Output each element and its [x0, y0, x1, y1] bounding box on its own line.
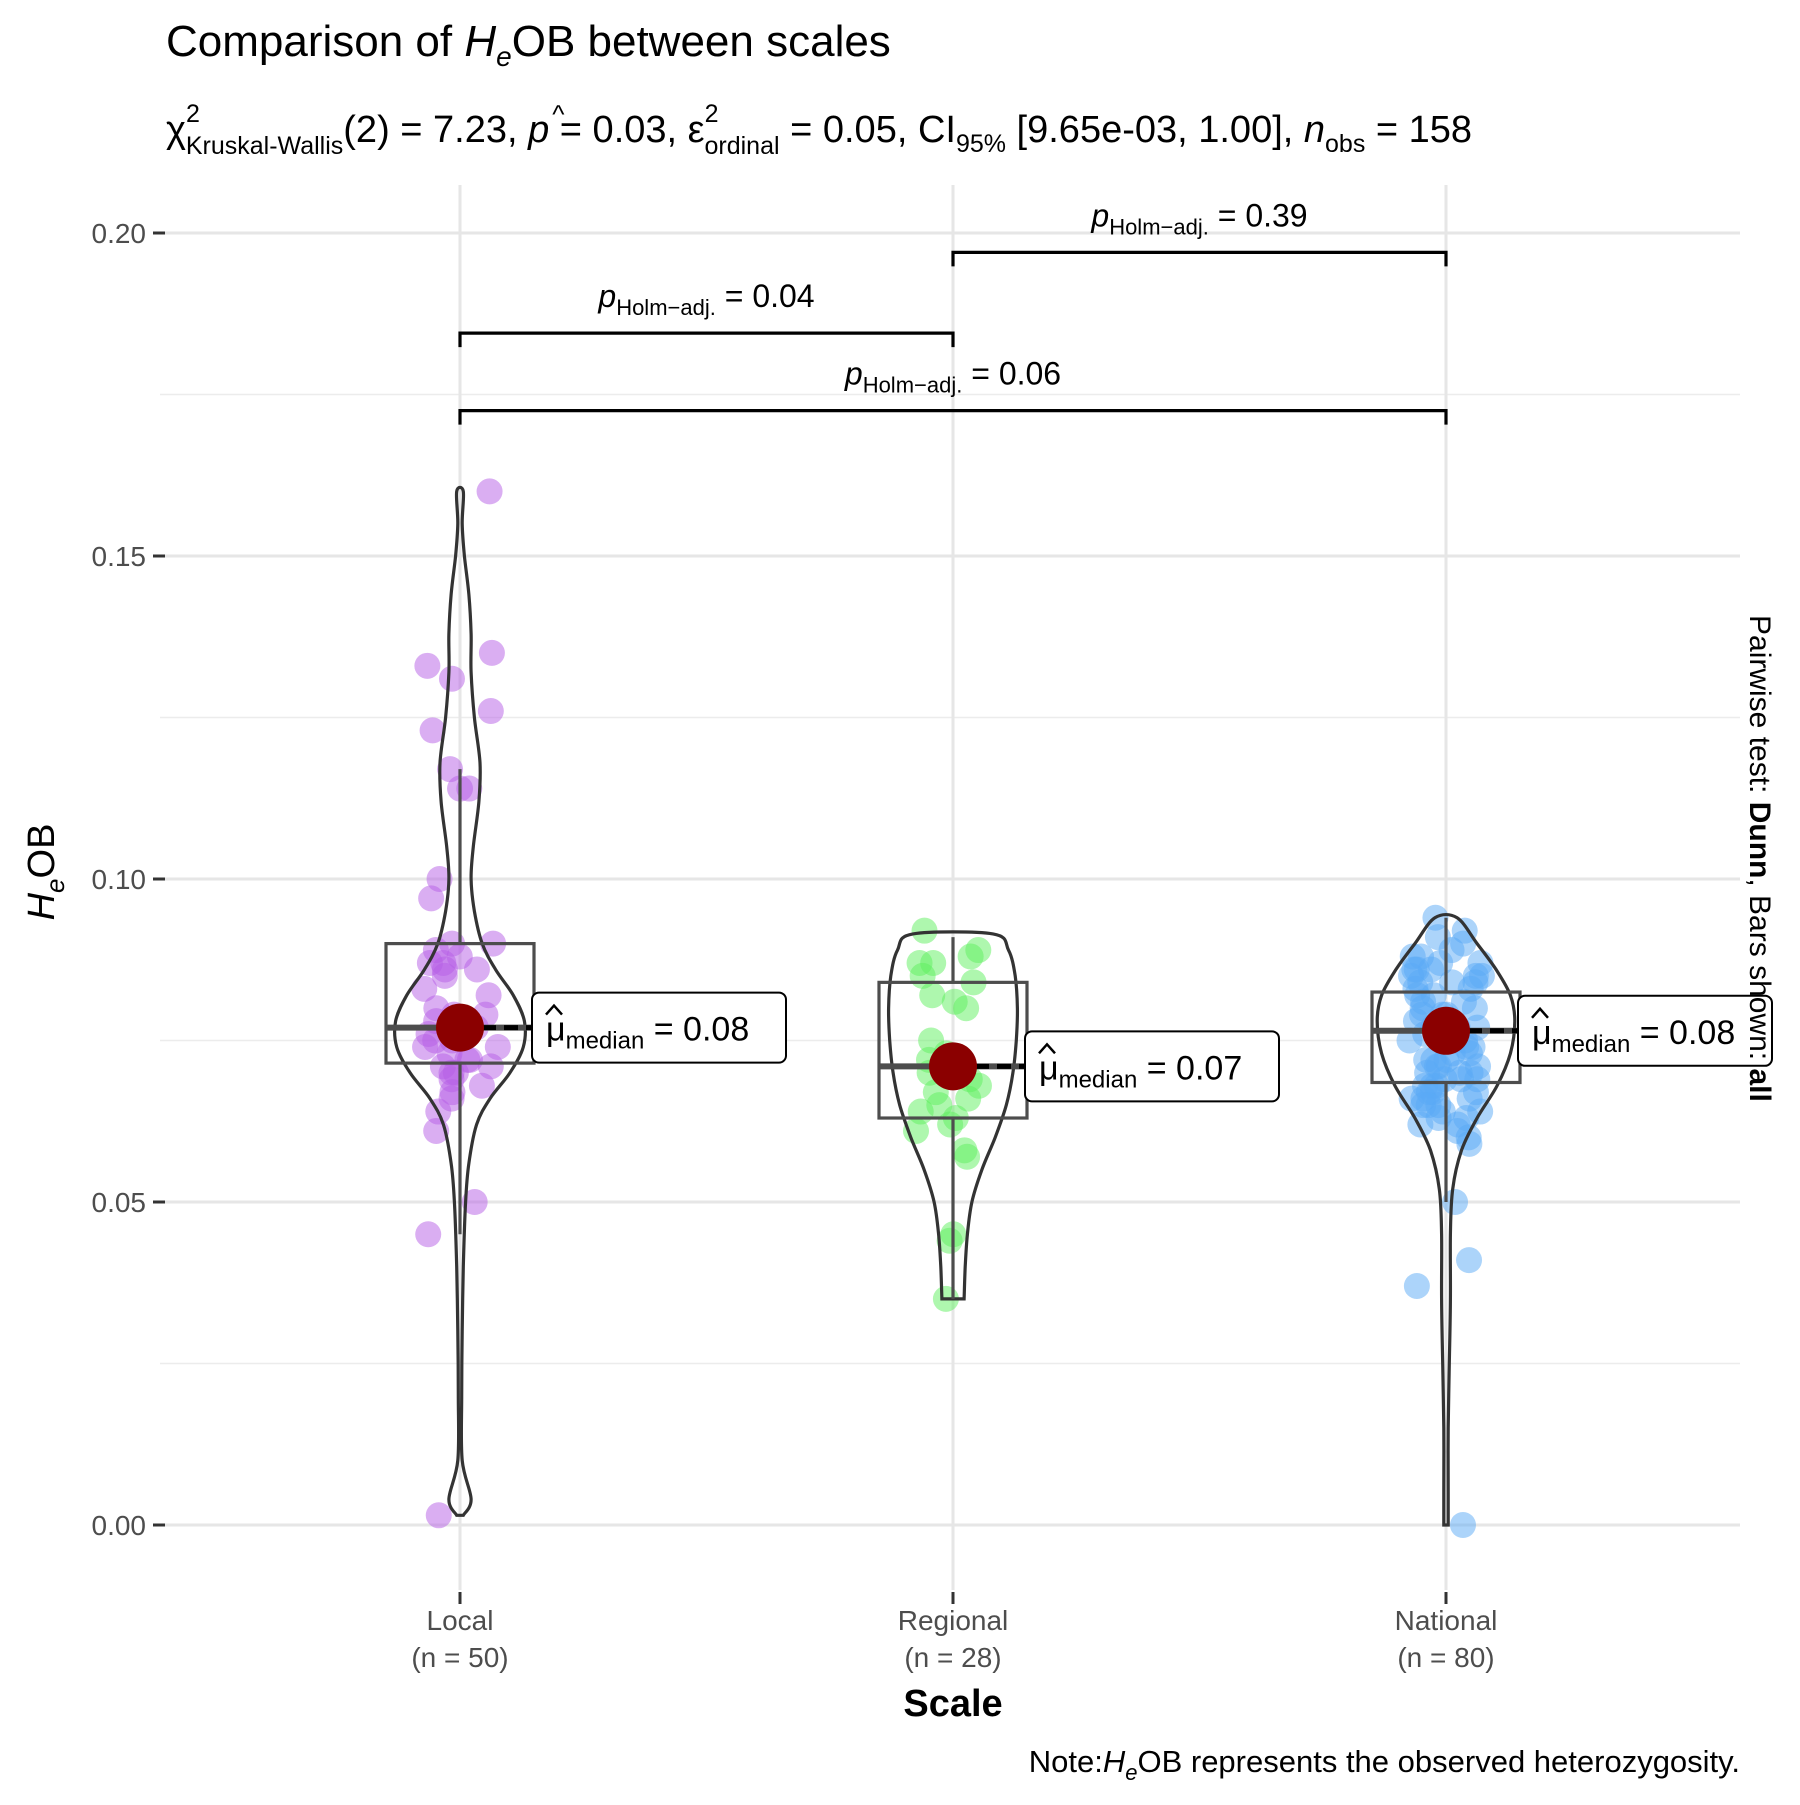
data-point — [1403, 1272, 1430, 1299]
x-tick-count-label: (n = 80) — [1397, 1642, 1494, 1673]
data-point — [456, 775, 483, 802]
x-tick-count-label: (n = 50) — [411, 1642, 508, 1673]
median-dot — [929, 1042, 977, 1091]
data-point — [468, 1072, 495, 1099]
data-point — [1449, 1512, 1476, 1538]
violin-outline — [393, 485, 527, 1517]
y-tick-label: 0.20 — [92, 218, 147, 249]
data-point — [953, 995, 980, 1022]
y-tick-label: 0.00 — [92, 1510, 147, 1541]
data-point — [911, 917, 938, 944]
data-point — [415, 1221, 442, 1248]
data-point — [1396, 1027, 1423, 1054]
data-point — [431, 962, 458, 989]
median-label-box — [531, 991, 787, 1064]
x-tick-label: Regional — [898, 1605, 1009, 1636]
mu-hat-icon — [545, 1003, 563, 1016]
data-point — [411, 975, 438, 1002]
pairwise-test-label: Pairwise test: Dunn, Bars shown: all — [1743, 615, 1776, 1102]
pairwise-label: pHolm−adj. = 0.39 — [1090, 197, 1307, 239]
data-point — [954, 1143, 981, 1170]
data-point — [957, 943, 984, 970]
x-tick-label: Local — [427, 1605, 494, 1636]
median-dot — [436, 1003, 484, 1052]
y-tick-label: 0.15 — [92, 541, 147, 572]
median-label: μmedian = 0.07 — [1039, 1049, 1242, 1093]
y-axis-label: HeOB — [21, 824, 70, 921]
violin-outline — [1375, 912, 1517, 1527]
median-label: μmedian = 0.08 — [546, 1011, 749, 1055]
data-point — [919, 982, 946, 1009]
pairwise-label: pHolm−adj. = 0.04 — [597, 278, 814, 320]
chart-title: Comparison of HeOB between scales — [166, 17, 891, 72]
pairwise-label: pHolm−adj. = 0.06 — [844, 356, 1061, 398]
pairwise-bracket — [458, 409, 1448, 425]
median-dot — [1422, 1006, 1470, 1055]
data-point — [426, 866, 453, 892]
group-regional: μmedian = 0.07 — [877, 917, 1280, 1312]
data-point — [419, 717, 446, 744]
x-tick-count-label: (n = 28) — [904, 1642, 1001, 1673]
mu-hat-icon — [1531, 1006, 1549, 1019]
pairwise-bracket — [951, 250, 1448, 267]
data-point — [1442, 1189, 1469, 1215]
chart-caption: Note:HeOB represents the observed hetero… — [1029, 1744, 1740, 1785]
data-point — [1407, 1111, 1434, 1138]
data-point — [475, 982, 502, 1009]
data-point — [414, 652, 441, 679]
epsilon-hat: ^ — [552, 99, 565, 129]
data-point — [477, 698, 504, 725]
data-point — [936, 1227, 963, 1254]
median-label-box — [1517, 994, 1773, 1067]
y-tick-label: 0.05 — [92, 1187, 147, 1218]
data-point — [412, 1033, 439, 1060]
data-point — [1401, 956, 1428, 983]
median-label-box — [1024, 1030, 1280, 1103]
chart-subtitle: χ2 Kruskal-Wallis(2) = 7.23, p = 0.03, ε2… — [166, 100, 1472, 160]
group-national: μmedian = 0.08 — [1370, 904, 1773, 1538]
median-label: μmedian = 0.08 — [1532, 1014, 1735, 1058]
y-tick-label: 0.10 — [92, 864, 147, 895]
data-point — [1423, 1053, 1450, 1080]
data-point — [477, 1053, 504, 1080]
data-point — [1456, 1247, 1483, 1274]
group-local: μmedian = 0.08 — [384, 478, 787, 1529]
x-tick-label: National — [1395, 1605, 1498, 1636]
data-point — [425, 1502, 452, 1529]
x-axis-label: Scale — [903, 1683, 1002, 1725]
data-point — [461, 1189, 488, 1215]
plot-panel: 0.00 0.05 0.10 0.15 0.20 Local (n = 50) Regiona… — [92, 185, 1773, 1673]
x-axis: Local (n = 50) Regional (n = 28) National (n … — [411, 1592, 1497, 1673]
data-point — [478, 639, 505, 666]
pairwise-brackets: pHolm−adj. = 0.39 pHolm−adj. = 0.04 pHolm−… — [458, 197, 1448, 425]
data-point — [418, 885, 445, 912]
data-point — [438, 665, 465, 692]
y-axis: 0.00 0.05 0.10 0.15 0.20 — [92, 218, 165, 1541]
data-point — [476, 478, 503, 505]
data-point — [955, 1085, 982, 1112]
violin-outline — [886, 930, 1020, 1301]
data-point — [463, 956, 490, 983]
data-point — [1461, 995, 1488, 1022]
data-point — [437, 756, 464, 783]
mu-hat-icon — [1038, 1042, 1056, 1055]
data-point — [937, 1111, 964, 1138]
pairwise-bracket — [458, 331, 955, 348]
